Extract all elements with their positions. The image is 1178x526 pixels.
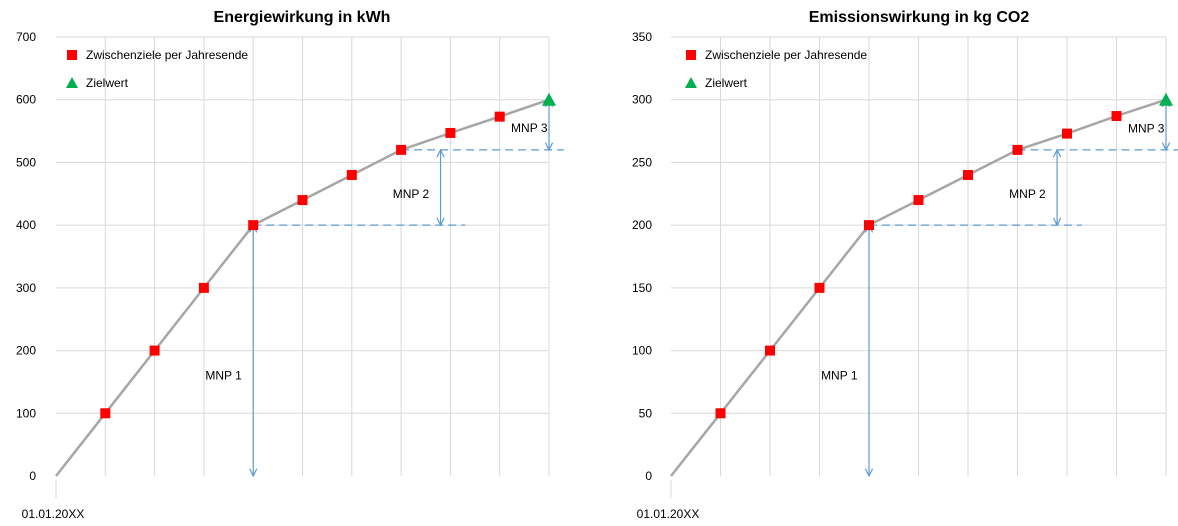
milestone-marker	[963, 169, 973, 180]
chart-2: Emissionswirkung in kg CO2 0 50 100 150 200 25…	[632, 9, 1178, 521]
chart-1: Energiewirkung in kWh 0 100 200 300 400 500 600…	[16, 9, 564, 521]
legend-label-target: Zielwert	[86, 76, 129, 90]
y-tick-label: 200	[16, 344, 36, 358]
mnp-label-1: MNP 1	[821, 369, 858, 383]
legend: Zwischenziele per Jahresende Zielwert	[685, 48, 867, 90]
milestone-marker	[1012, 144, 1023, 155]
y-tick-label: 200	[632, 218, 652, 232]
y-tick-label: 300	[16, 281, 36, 295]
legend-square-icon	[67, 50, 77, 60]
milestone-marker	[346, 169, 357, 180]
milestone-marker	[248, 220, 259, 231]
milestone-marker	[297, 195, 308, 206]
y-tick-label: 0	[645, 469, 652, 483]
y-tick-label: 100	[632, 344, 652, 358]
y-tick-label: 50	[639, 406, 653, 420]
milestone-marker	[715, 408, 726, 419]
y-tick-label: 0	[29, 469, 36, 483]
y-tick-label: 150	[632, 281, 652, 295]
y-tick-label: 600	[16, 93, 36, 107]
y-tick-label: 500	[16, 155, 36, 169]
milestone-marker	[396, 144, 407, 155]
legend-label-milestones: Zwischenziele per Jahresende	[705, 48, 867, 62]
milestone-marker	[765, 345, 775, 356]
milestone-marker	[1062, 128, 1072, 139]
y-tick-label: 100	[16, 406, 36, 420]
y-tick-label: 300	[632, 93, 652, 107]
mnp-label-3: MNP 3	[1128, 122, 1165, 136]
mnp-label-3: MNP 3	[511, 121, 548, 135]
milestone-marker	[198, 282, 209, 293]
target-value-marker	[542, 92, 556, 106]
milestone-marker	[445, 127, 456, 138]
chart-title: Emissionswirkung in kg CO2	[809, 9, 1030, 26]
x-tick-label: 01.01.20XX	[637, 507, 700, 521]
milestone-marker	[913, 195, 924, 206]
legend: Zwischenziele per Jahresende Zielwert	[66, 48, 248, 90]
legend-triangle-icon	[66, 77, 78, 88]
milestone-marker	[494, 111, 505, 122]
mnp-label-2: MNP 2	[393, 187, 430, 201]
target-value-marker	[1159, 92, 1173, 106]
milestone-marker	[814, 282, 825, 293]
legend-square-icon	[686, 50, 696, 60]
milestone-marker	[149, 345, 160, 356]
y-tick-label: 250	[632, 155, 652, 169]
y-tick-label: 700	[16, 30, 36, 44]
chart-title: Energiewirkung in kWh	[214, 9, 391, 26]
mnp-label-2: MNP 2	[1009, 187, 1046, 201]
legend-label-target: Zielwert	[705, 76, 748, 90]
legend-label-milestones: Zwischenziele per Jahresende	[86, 48, 248, 62]
milestone-marker	[864, 220, 874, 231]
milestone-marker	[100, 408, 111, 419]
legend-triangle-icon	[685, 77, 697, 88]
y-tick-label: 400	[16, 218, 36, 232]
x-tick-label: 01.01.20XX	[22, 507, 85, 521]
milestone-marker	[1111, 111, 1122, 122]
mnp-label-1: MNP 1	[205, 369, 242, 383]
y-tick-label: 350	[632, 30, 652, 44]
